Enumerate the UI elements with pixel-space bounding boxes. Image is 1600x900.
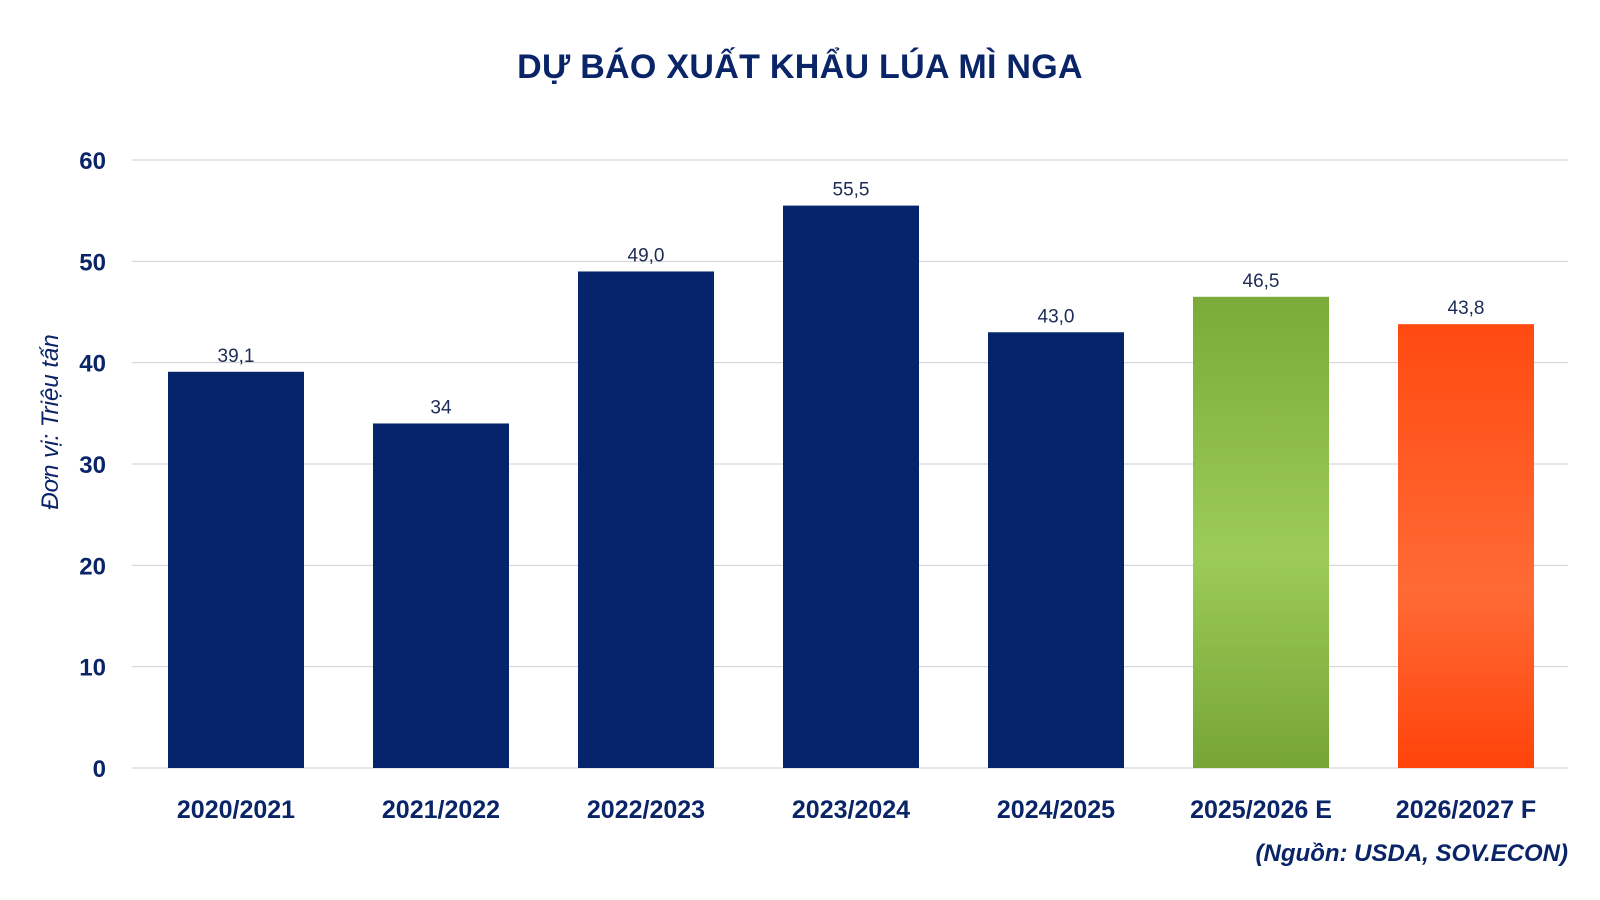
bar-2024-2025	[988, 332, 1124, 768]
data-label: 55,5	[833, 180, 870, 201]
y-tick-label: 60	[79, 148, 106, 175]
x-category-label: 2022/2023	[587, 796, 705, 824]
y-tick-label: 0	[93, 756, 106, 783]
x-axis-categories: 2020/2021 2021/2022 2022/2023 2023/2024 2024…	[177, 796, 1536, 824]
bar-2021-2022	[373, 423, 509, 768]
data-label: 43,8	[1448, 298, 1485, 319]
y-tick-label: 40	[79, 351, 106, 378]
data-label: 49,0	[628, 245, 665, 266]
y-axis-label: Đơn vị: Triệu tấn	[37, 334, 64, 509]
y-axis-ticks: 0 10 20 30 40 50 60	[79, 148, 106, 783]
bars	[168, 205, 1534, 769]
chart-title: DỰ BÁO XUẤT KHẨU LÚA MÌ NGA	[517, 48, 1083, 86]
x-category-label: 2023/2024	[792, 796, 910, 824]
x-category-label: 2025/2026 E	[1190, 796, 1332, 824]
bar-2026-2027-f	[1398, 324, 1534, 768]
x-category-label: 2021/2022	[382, 796, 500, 824]
bar-2020-2021	[168, 371, 304, 768]
source-note: (Nguồn: USDA, SOV.ECON)	[1255, 840, 1568, 867]
y-tick-label: 50	[79, 249, 106, 276]
bar-2023-2024	[783, 205, 919, 769]
x-category-label: 2024/2025	[997, 796, 1115, 824]
data-label: 39,1	[218, 346, 255, 367]
x-category-label: 2026/2027 F	[1396, 796, 1536, 824]
data-label: 34	[430, 397, 452, 418]
bar-2022-2023	[578, 271, 714, 768]
bar-2025-2026-e	[1193, 296, 1329, 768]
y-tick-label: 10	[79, 655, 106, 682]
y-tick-label: 20	[79, 553, 106, 580]
data-labels: 39,1 34 49,0 55,5 43,0 46,5 43,8	[218, 180, 1485, 419]
y-tick-label: 30	[79, 452, 106, 479]
data-label: 43,0	[1038, 306, 1075, 327]
x-category-label: 2020/2021	[177, 796, 295, 824]
data-label: 46,5	[1243, 271, 1280, 292]
